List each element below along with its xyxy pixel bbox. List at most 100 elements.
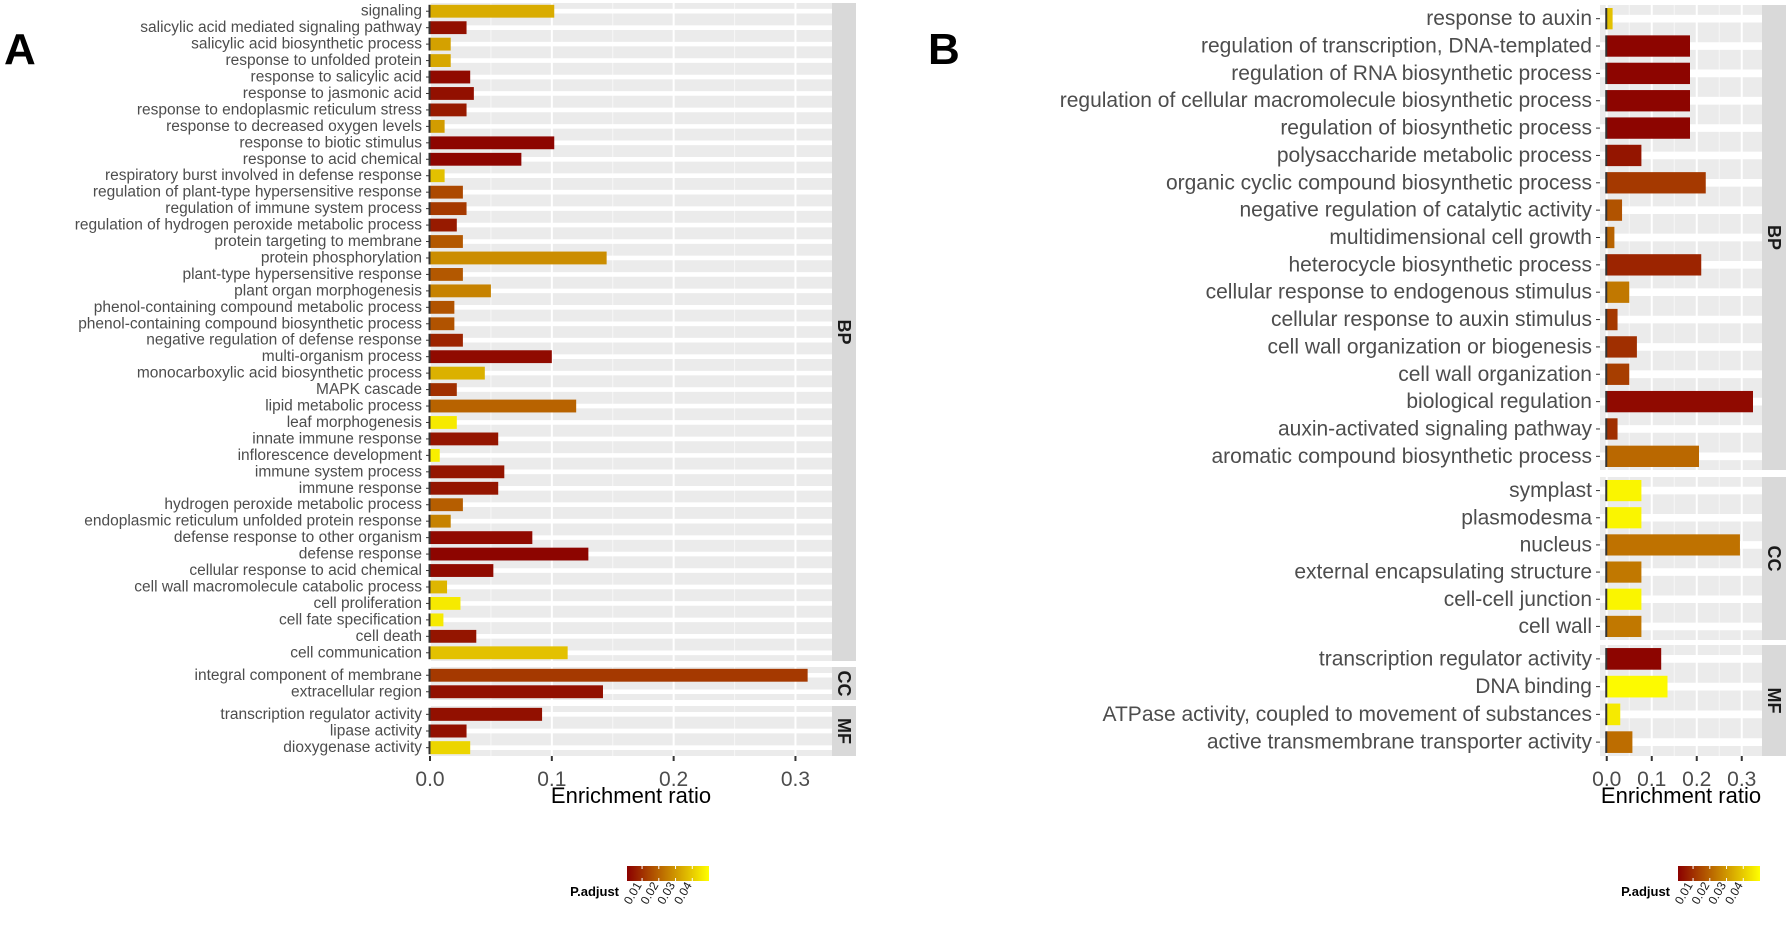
a-bar — [430, 547, 589, 561]
a-legend-colorbar — [627, 866, 709, 881]
a-bar — [430, 350, 552, 364]
a-term-label: lipase activity — [330, 723, 422, 740]
a-bar — [430, 4, 555, 18]
b-term-label: organic cyclic compound biosynthetic pro… — [1166, 171, 1592, 194]
b-bar-outline-tick — [1605, 144, 1608, 167]
b-bar — [1606, 507, 1642, 529]
b-bar-outline-tick — [1605, 731, 1608, 753]
a-term-label: immune response — [299, 480, 422, 497]
b-legend-tick-label: 0.04 — [1722, 879, 1746, 907]
a-term-label: inflorescence development — [238, 447, 423, 464]
a-strip-mf — [832, 706, 856, 756]
b-term-label: external encapsulating structure — [1294, 561, 1592, 584]
a-strip-bp — [832, 3, 856, 661]
a-x-tick-label: 0.2 — [659, 768, 688, 791]
b-bar — [1606, 418, 1618, 440]
b-bar — [1606, 254, 1702, 276]
b-bar-outline-tick — [1605, 336, 1608, 358]
b-term-label: regulation of cellular macromolecule bio… — [1060, 89, 1592, 112]
b-bar — [1606, 199, 1623, 221]
a-bar — [430, 87, 474, 100]
a-bar — [430, 613, 444, 627]
a-bar — [430, 333, 463, 347]
b-bar-outline-tick — [1605, 561, 1608, 583]
a-legend-tick-label: 0.04 — [671, 879, 695, 907]
b-bar — [1606, 675, 1668, 698]
b-term-label: negative regulation of catalytic activit… — [1239, 199, 1592, 222]
a-bar — [430, 629, 477, 643]
b-bar-outline-tick — [1605, 8, 1608, 30]
a-term-label: cellular response to acid chemical — [189, 562, 422, 579]
a-term-label: response to acid chemical — [243, 151, 422, 168]
a-bar — [430, 21, 467, 35]
b-bar — [1606, 308, 1618, 331]
b-strip-label: MF — [1764, 688, 1784, 714]
b-bar-outline-tick — [1605, 648, 1608, 670]
a-bar — [430, 268, 463, 281]
a-bar — [430, 185, 463, 199]
b-bar — [1606, 588, 1642, 610]
a-term-label: defense response — [299, 546, 422, 563]
a-term-label: dioxygenase activity — [283, 739, 422, 756]
b-bar — [1606, 731, 1633, 753]
a-bar — [430, 531, 533, 545]
a-bar — [430, 724, 467, 738]
b-bar — [1606, 336, 1637, 358]
a-panels: BP CC MF — [430, 3, 856, 756]
a-term-label: plant-type hypersensitive response — [182, 266, 422, 283]
b-term-label: DNA binding — [1475, 675, 1592, 698]
b-panel-cc — [1600, 477, 1762, 640]
b-term-label: ATPase activity, coupled to movement of … — [1103, 703, 1592, 726]
a-bar — [430, 514, 451, 528]
a-bar — [430, 448, 440, 462]
a-bar — [430, 465, 505, 479]
b-term-label: heterocycle biosynthetic process — [1289, 253, 1593, 276]
a-term-label: cell death — [356, 628, 422, 645]
a-term-label: MAPK cascade — [316, 381, 422, 398]
a-bar — [430, 152, 522, 166]
a-bar — [430, 317, 455, 331]
a-term-label: innate immune response — [252, 430, 422, 447]
a-bar — [430, 54, 451, 67]
b-bar — [1606, 35, 1690, 57]
a-term-label: hydrogen peroxide metabolic process — [164, 496, 422, 513]
b-term-label: plasmodesma — [1461, 506, 1592, 529]
b-strip-mf — [1762, 645, 1786, 756]
b-term-label: cell wall organization or biogenesis — [1267, 335, 1592, 358]
a-panel-bp — [430, 3, 832, 661]
b-bar-outline-tick — [1605, 615, 1608, 638]
b-term-label: regulation of biosynthetic process — [1280, 117, 1592, 140]
b-term-label: cell wall — [1518, 615, 1592, 638]
b-strip-bp — [1762, 5, 1786, 470]
a-bar — [430, 668, 808, 682]
a-term-label: protein phosphorylation — [261, 249, 422, 266]
a-bar — [430, 498, 463, 512]
a-term-label: defense response to other organism — [174, 529, 422, 546]
a-term-label: response to endoplasmic reticulum stress — [137, 101, 422, 118]
b-bar-outline-tick — [1605, 363, 1608, 385]
b-legend-colorbar — [1678, 866, 1760, 881]
a-bar — [430, 37, 451, 51]
a-bar — [430, 383, 457, 396]
b-bar — [1606, 445, 1699, 467]
a-legend: P.adjust 0.010.020.030.04 — [570, 866, 709, 907]
b-bar — [1606, 117, 1690, 139]
a-bar — [430, 741, 471, 755]
a-bar — [430, 597, 461, 610]
b-term-label: biological regulation — [1406, 390, 1592, 413]
a-term-label: cell wall macromolecule catabolic proces… — [134, 578, 422, 595]
b-bar — [1606, 144, 1642, 167]
b-term-label: nucleus — [1520, 533, 1592, 556]
chart-b: BP CC MF response to auxin regulation of tra… — [1060, 5, 1786, 907]
a-term-label: transcription regulator activity — [220, 706, 422, 723]
a-term-label: negative regulation of defense response — [146, 332, 422, 349]
a-bar — [430, 366, 485, 380]
b-bar — [1606, 62, 1690, 85]
b-bar-outline-tick — [1605, 90, 1608, 112]
a-term-label: response to biotic stimulus — [239, 134, 422, 151]
a-term-label: lipid metabolic process — [265, 398, 422, 415]
a-term-label: regulation of hydrogen peroxide metaboli… — [75, 217, 422, 234]
b-term-label: symplast — [1509, 479, 1592, 502]
b-strip-label: CC — [1764, 546, 1784, 572]
